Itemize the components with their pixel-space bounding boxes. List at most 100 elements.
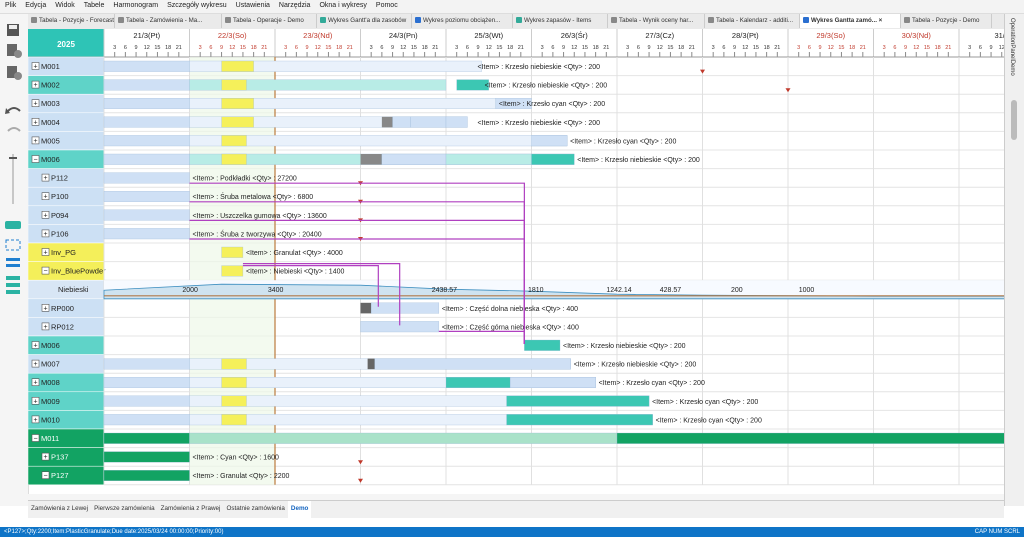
row-expander-icon[interactable]: [31, 99, 40, 107]
row-expander-icon[interactable]: [41, 192, 50, 200]
gantt-bar[interactable]: [392, 116, 411, 128]
stack-view-icon[interactable]: [6, 276, 20, 294]
bottom-tab-1[interactable]: Pierwsze zamówienia: [94, 505, 155, 512]
gantt-bar[interactable]: [103, 135, 190, 147]
gantt-bar[interactable]: [221, 153, 247, 165]
menu-item-4[interactable]: Harmonogram: [113, 2, 159, 9]
row-expander-icon[interactable]: [31, 136, 40, 145]
gantt-bar[interactable]: [616, 432, 1004, 444]
row-expander-icon[interactable]: [31, 62, 40, 70]
right-panel-label[interactable]: OperationPanelDemo: [1009, 18, 1015, 76]
menu-item-8[interactable]: Okna i wykresy: [319, 2, 367, 9]
row-label-cell[interactable]: [28, 354, 105, 374]
tab-9[interactable]: Tabela - Pozycje - Demo: [901, 14, 992, 28]
gantt-bar[interactable]: [103, 172, 190, 184]
gantt-bar[interactable]: [367, 358, 375, 370]
gantt-bar[interactable]: [221, 377, 247, 388]
gantt-bar[interactable]: [221, 116, 254, 128]
gantt-bar[interactable]: [506, 395, 650, 407]
row-expander-icon[interactable]: [41, 211, 50, 219]
gantt-bar[interactable]: [509, 377, 596, 388]
gantt-bar[interactable]: [445, 116, 468, 128]
bottom-tab-3[interactable]: Ostatnie zamówienia: [226, 505, 285, 512]
gantt-bar[interactable]: [531, 153, 575, 165]
row-label-cell[interactable]: [28, 149, 105, 169]
gantt-bar[interactable]: [524, 339, 561, 351]
gantt-chart[interactable]: 2025 21/3(Pt) 3 6 9 12 15 18 21 22/3(So) 3 6 9 12 15 18…: [28, 29, 1004, 494]
gantt-bar[interactable]: [103, 377, 190, 388]
bar-view-icon[interactable]: [5, 221, 21, 229]
gantt-bar[interactable]: [103, 395, 190, 407]
gantt-bar[interactable]: [221, 414, 247, 426]
gantt-bar[interactable]: [531, 135, 568, 147]
menu-item-1[interactable]: Edycja: [25, 2, 47, 9]
menu-item-0[interactable]: Plik: [5, 2, 17, 9]
row-label-cell[interactable]: [28, 335, 105, 355]
row-expander-icon[interactable]: [31, 155, 40, 163]
row-label-cell[interactable]: [28, 372, 105, 393]
gantt-bar[interactable]: [221, 98, 254, 109]
tab-1[interactable]: Tabela - Zamówienia - Ma...: [115, 14, 222, 28]
due-date-marker[interactable]: [785, 88, 791, 93]
row-expander-icon[interactable]: [31, 434, 40, 442]
row-label-cell[interactable]: [28, 428, 105, 448]
settings-gear-icon[interactable]: [7, 66, 22, 80]
row-label-cell[interactable]: [28, 410, 105, 430]
gantt-bar[interactable]: [103, 60, 190, 72]
bottom-tab-4[interactable]: Demo: [287, 501, 312, 518]
gantt-bar[interactable]: [221, 60, 254, 72]
gantt-bar[interactable]: [103, 191, 190, 202]
menu-item-7[interactable]: Narzędzia: [278, 2, 311, 9]
due-date-marker[interactable]: [358, 460, 363, 465]
gantt-bar[interactable]: [103, 470, 190, 481]
row-expander-icon[interactable]: [41, 303, 50, 312]
gantt-bar[interactable]: [103, 432, 190, 444]
row-expander-icon[interactable]: [41, 471, 50, 480]
gantt-bar[interactable]: [456, 79, 489, 91]
row-expander-icon[interactable]: [41, 248, 50, 256]
menu-item-9[interactable]: Pomoc: [375, 2, 398, 9]
tab-0[interactable]: Tabela - Pozycje - Forecast: [28, 14, 115, 28]
gantt-bar[interactable]: [103, 116, 190, 128]
undo-icon[interactable]: [5, 107, 21, 114]
row-expander-icon[interactable]: [41, 266, 50, 275]
gantt-bar[interactable]: [410, 116, 447, 128]
gantt-bar[interactable]: [445, 153, 532, 165]
gantt-bar[interactable]: [381, 153, 447, 165]
vertical-scrollbar-thumb[interactable]: [1011, 100, 1017, 140]
row-label-cell[interactable]: [28, 131, 105, 151]
row-expander-icon[interactable]: [31, 80, 40, 89]
row-expander-icon[interactable]: [31, 118, 40, 126]
gantt-bar[interactable]: [360, 302, 372, 314]
gantt-bar[interactable]: [506, 414, 653, 426]
row-expander-icon[interactable]: [41, 322, 50, 331]
right-side-panel[interactable]: OperationPanelDemo: [1004, 14, 1024, 506]
gantt-bar[interactable]: [103, 153, 190, 165]
tab-2[interactable]: Tabela - Operacje - Demo: [222, 14, 317, 28]
gantt-bar[interactable]: [189, 79, 447, 91]
gantt-bar[interactable]: [103, 79, 190, 91]
tab-8[interactable]: Wykres Gantta zamó... ×: [800, 14, 901, 28]
gantt-bar[interactable]: [103, 209, 190, 221]
gantt-bar[interactable]: [445, 377, 511, 388]
row-label-cell[interactable]: [28, 75, 105, 95]
gantt-bar[interactable]: [374, 358, 571, 370]
row-expander-icon[interactable]: [31, 396, 40, 405]
menu-item-3[interactable]: Tabele: [83, 2, 105, 9]
bottom-tab-2[interactable]: Zamówienia z Prawej: [160, 505, 221, 512]
gantt-bar[interactable]: [495, 98, 532, 109]
redo-icon[interactable]: [7, 127, 21, 132]
due-date-marker[interactable]: [358, 478, 363, 483]
tab-7[interactable]: Tabela - Kalendarz - additi...: [705, 14, 800, 28]
row-expander-icon[interactable]: [31, 378, 40, 387]
expand-view-icon[interactable]: [5, 239, 21, 251]
gantt-bar[interactable]: [221, 246, 244, 258]
gantt-bar[interactable]: [103, 98, 190, 109]
row-label-cell[interactable]: [28, 391, 105, 411]
row-label-cell[interactable]: [28, 56, 105, 76]
tab-3[interactable]: Wykres Gantt'a dla zasobów: [317, 14, 412, 28]
row-expander-icon[interactable]: [41, 452, 50, 461]
settings-doc-icon[interactable]: [7, 44, 22, 58]
tab-4[interactable]: Wykres poziomu obciążen...: [412, 14, 513, 28]
row-expander-icon[interactable]: [41, 173, 50, 182]
